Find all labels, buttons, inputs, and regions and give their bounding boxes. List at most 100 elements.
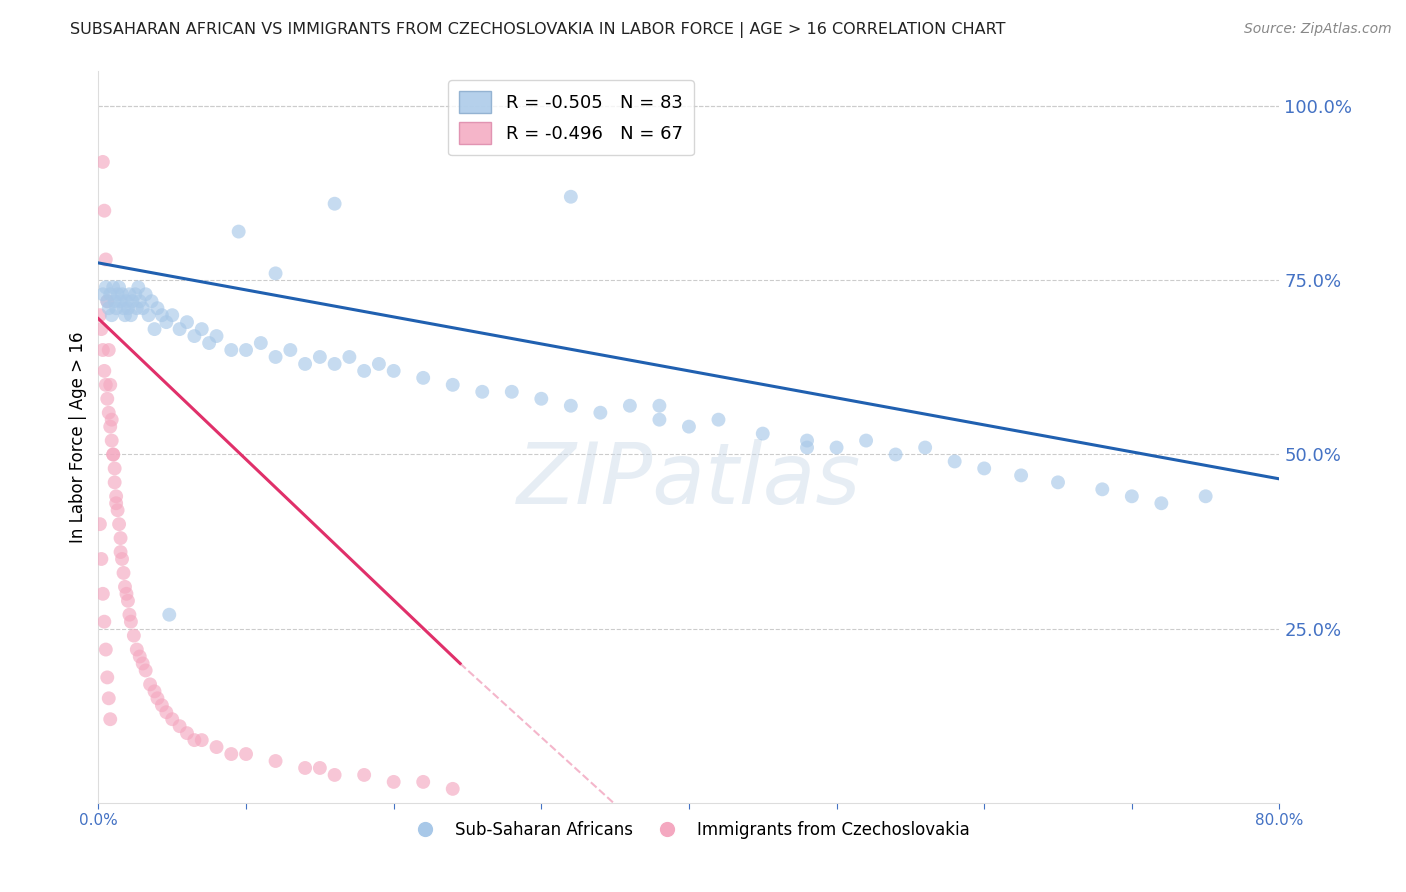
- Point: [412, 775, 434, 789]
- Point: [117, 594, 139, 608]
- Point: [98, 377, 121, 392]
- Point: [105, 489, 128, 503]
- Point: [264, 350, 287, 364]
- Point: [501, 384, 523, 399]
- Text: Source: ZipAtlas.com: Source: ZipAtlas.com: [1244, 22, 1392, 37]
- Point: [707, 412, 730, 426]
- Point: [104, 294, 127, 309]
- Point: [221, 747, 243, 761]
- Point: [91, 155, 114, 169]
- Point: [183, 733, 205, 747]
- Point: [94, 252, 117, 267]
- Point: [264, 266, 287, 280]
- Point: [1121, 489, 1143, 503]
- Point: [884, 448, 907, 462]
- Point: [127, 280, 149, 294]
- Point: [110, 531, 132, 545]
- Point: [150, 308, 173, 322]
- Point: [97, 301, 120, 316]
- Point: [191, 322, 214, 336]
- Point: [619, 399, 641, 413]
- Point: [118, 287, 141, 301]
- Point: [309, 761, 332, 775]
- Point: [382, 364, 405, 378]
- Point: [128, 649, 150, 664]
- Point: [100, 412, 122, 426]
- Point: [128, 294, 150, 309]
- Point: [114, 580, 136, 594]
- Point: [143, 322, 166, 336]
- Point: [143, 684, 166, 698]
- Point: [90, 552, 112, 566]
- Point: [115, 587, 138, 601]
- Point: [471, 384, 494, 399]
- Point: [132, 301, 155, 316]
- Point: [94, 642, 117, 657]
- Point: [107, 287, 129, 301]
- Point: [1150, 496, 1173, 510]
- Point: [89, 517, 111, 532]
- Point: [132, 657, 155, 671]
- Point: [120, 615, 142, 629]
- Point: [117, 301, 139, 316]
- Point: [96, 670, 118, 684]
- Point: [97, 406, 120, 420]
- Point: [103, 448, 125, 462]
- Point: [155, 705, 177, 719]
- Point: [121, 294, 143, 309]
- Point: [98, 287, 121, 301]
- Text: SUBSAHARAN AFRICAN VS IMMIGRANTS FROM CZECHOSLOVAKIA IN LABOR FORCE | AGE > 16 C: SUBSAHARAN AFRICAN VS IMMIGRANTS FROM CZ…: [70, 22, 1005, 38]
- Point: [228, 225, 250, 239]
- Point: [107, 503, 129, 517]
- Point: [100, 308, 122, 322]
- Point: [115, 294, 138, 309]
- Point: [382, 775, 405, 789]
- Point: [108, 280, 131, 294]
- Point: [112, 301, 135, 316]
- Point: [120, 308, 142, 322]
- Point: [264, 754, 287, 768]
- Point: [94, 377, 117, 392]
- Point: [825, 441, 848, 455]
- Point: [96, 392, 118, 406]
- Point: [122, 629, 145, 643]
- Point: [141, 294, 163, 309]
- Point: [125, 301, 148, 316]
- Point: [112, 566, 135, 580]
- Point: [191, 733, 214, 747]
- Point: [97, 343, 120, 357]
- Point: [110, 294, 132, 309]
- Point: [155, 315, 177, 329]
- Point: [138, 308, 160, 322]
- Text: ZIPatlas: ZIPatlas: [517, 440, 860, 523]
- Point: [108, 517, 131, 532]
- Point: [530, 392, 553, 406]
- Point: [162, 712, 183, 726]
- Point: [1010, 468, 1032, 483]
- Point: [105, 301, 128, 316]
- Point: [796, 434, 818, 448]
- Point: [353, 364, 375, 378]
- Point: [176, 315, 198, 329]
- Point: [914, 441, 936, 455]
- Point: [97, 691, 120, 706]
- Point: [280, 343, 302, 357]
- Point: [91, 287, 114, 301]
- Point: [205, 740, 228, 755]
- Point: [111, 287, 134, 301]
- Point: [943, 454, 966, 468]
- Point: [353, 768, 375, 782]
- Point: [91, 587, 114, 601]
- Point: [104, 475, 127, 490]
- Point: [146, 691, 169, 706]
- Point: [110, 545, 132, 559]
- Point: [94, 280, 117, 294]
- Point: [93, 615, 115, 629]
- Point: [648, 412, 671, 426]
- Point: [176, 726, 198, 740]
- Point: [648, 399, 671, 413]
- Point: [103, 448, 125, 462]
- Point: [441, 377, 464, 392]
- Point: [339, 350, 361, 364]
- Point: [973, 461, 995, 475]
